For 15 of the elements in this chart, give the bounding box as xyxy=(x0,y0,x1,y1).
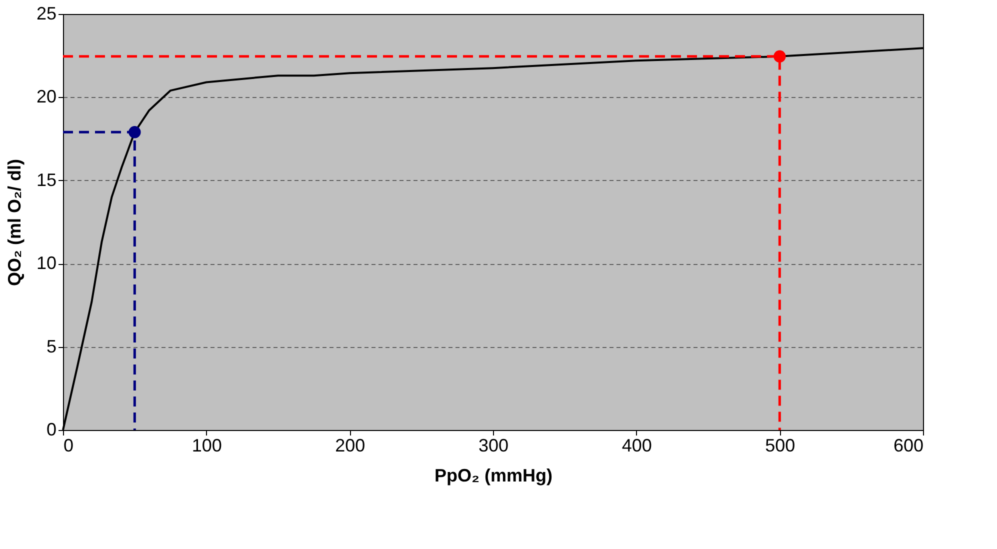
x-tick-label: 0 xyxy=(64,436,74,456)
y-tick-label: 20 xyxy=(36,86,56,107)
y-tick-label: 0 xyxy=(46,420,56,440)
y-tick-label: 25 xyxy=(36,4,56,24)
x-tick-label: 600 xyxy=(893,436,924,456)
y-axis-title: QO₂ (ml O₂/ dl) xyxy=(4,159,24,286)
y-tick-label: 10 xyxy=(36,253,56,274)
y-tick-label: 15 xyxy=(36,170,56,190)
x-tick-label: 100 xyxy=(192,436,222,456)
x-tick-label: 200 xyxy=(335,436,366,456)
x-tick-label: 400 xyxy=(622,436,652,456)
x-tick-label: 300 xyxy=(478,436,509,456)
x-axis-title: PpO₂ (mmHg) xyxy=(434,466,552,486)
x-tick-label: 500 xyxy=(765,436,796,456)
y-tick-label: 5 xyxy=(46,336,56,356)
